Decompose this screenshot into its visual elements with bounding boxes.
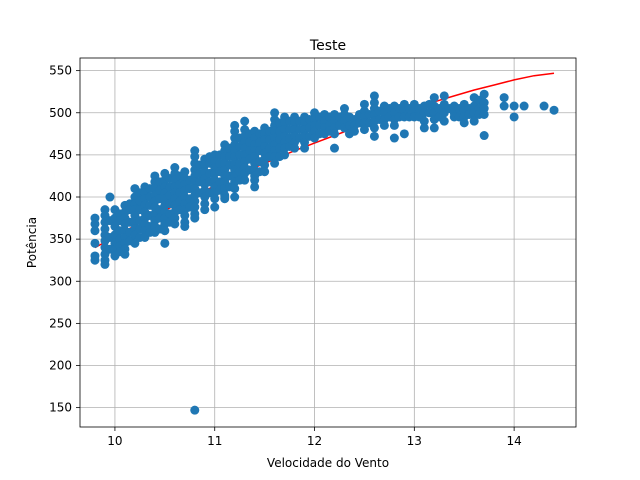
x-tick-label: 12 xyxy=(307,434,322,448)
scatter-point xyxy=(369,91,379,101)
chart-title: Teste xyxy=(309,38,346,54)
scatter-point xyxy=(240,175,250,185)
scatter-point xyxy=(419,123,429,133)
scatter-point xyxy=(220,194,230,204)
scatter-point xyxy=(539,101,549,111)
scatter-point xyxy=(549,105,559,115)
x-tick-label: 13 xyxy=(407,434,422,448)
y-axis: 150 200 250 300 350 400 450 500 550 xyxy=(49,64,80,415)
scatter-point xyxy=(349,126,359,136)
scatter-point xyxy=(429,93,439,103)
scatter-point xyxy=(270,108,280,118)
scatter-point xyxy=(479,109,489,119)
scatter-point xyxy=(359,99,369,109)
scatter-point xyxy=(160,226,170,236)
scatter-point xyxy=(210,202,220,212)
scatter-point xyxy=(170,219,180,229)
scatter-point xyxy=(160,238,170,248)
scatter-point xyxy=(100,259,110,269)
scatter-point xyxy=(260,160,270,170)
scatter-point xyxy=(260,167,270,177)
scatter-point xyxy=(439,91,449,101)
scatter-point xyxy=(90,255,100,265)
x-tick-label: 10 xyxy=(107,434,122,448)
x-axis-label: Velocidade do Vento xyxy=(267,456,389,470)
scatter-point xyxy=(290,143,300,153)
scatter-point xyxy=(210,194,220,204)
scatter-point xyxy=(230,192,240,202)
scatter-point xyxy=(329,143,339,153)
scatter-point xyxy=(359,125,369,135)
scatter-point xyxy=(429,123,439,133)
scatter-point xyxy=(180,211,190,221)
scatter-point xyxy=(459,118,469,128)
y-tick-label: 200 xyxy=(49,359,72,373)
scatter-point xyxy=(90,238,100,248)
scatter-point xyxy=(120,249,130,259)
scatter-point xyxy=(519,101,529,111)
y-tick-label: 450 xyxy=(49,148,72,162)
y-tick-label: 350 xyxy=(49,232,72,246)
scatter-point xyxy=(130,238,140,248)
scatter-point xyxy=(190,213,200,223)
y-tick-label: 300 xyxy=(49,274,72,288)
scatter-point xyxy=(479,131,489,141)
scatter-point xyxy=(499,93,509,103)
scatter-point xyxy=(399,129,409,139)
x-tick-label: 14 xyxy=(506,434,521,448)
scatter-point xyxy=(90,219,100,229)
y-tick-label: 250 xyxy=(49,316,72,330)
plot-frame xyxy=(79,57,577,428)
y-tick-label: 150 xyxy=(49,401,72,415)
scatter-point xyxy=(230,184,240,194)
scatter-point xyxy=(509,112,519,122)
scatter-point xyxy=(180,167,190,177)
x-tick-label: 11 xyxy=(207,434,222,448)
scatter-point xyxy=(369,123,379,133)
y-tick-label: 400 xyxy=(49,190,72,204)
x-axis: 10 11 12 13 14 xyxy=(107,427,522,448)
scatter-point xyxy=(105,192,115,202)
scatter-point xyxy=(469,116,479,126)
scatter-point xyxy=(180,221,190,231)
scatter-point xyxy=(190,405,200,415)
scatter-point xyxy=(90,226,100,236)
scatter-point xyxy=(439,116,449,126)
scatter-point xyxy=(200,205,210,215)
scatter-points xyxy=(90,89,559,415)
scatter-point xyxy=(329,129,339,139)
scatter-point xyxy=(300,143,310,153)
scatter-point xyxy=(280,150,290,160)
scatter-point xyxy=(250,175,260,185)
y-axis-label: Potência xyxy=(25,217,39,268)
scatter-point xyxy=(190,152,200,162)
scatter-point xyxy=(250,182,260,192)
y-tick-label: 500 xyxy=(49,106,72,120)
scatter-point xyxy=(389,120,399,130)
y-tick-label: 550 xyxy=(49,64,72,78)
scatter-point xyxy=(190,202,200,212)
scatter-point xyxy=(379,120,389,130)
scatter-point xyxy=(270,158,280,168)
scatter-point xyxy=(389,133,399,143)
scatter-point xyxy=(240,116,250,126)
scatter-point xyxy=(499,101,509,111)
scatter-point xyxy=(419,116,429,126)
scatter-point xyxy=(479,89,489,99)
scatter-point xyxy=(509,101,519,111)
scatter-point xyxy=(230,126,240,136)
scatter-point xyxy=(369,131,379,141)
